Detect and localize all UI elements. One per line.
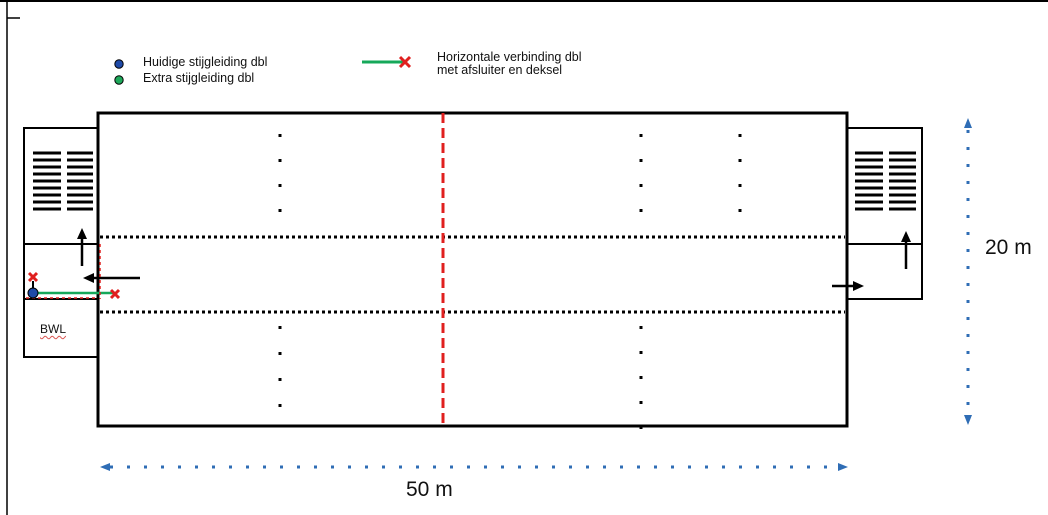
red-cross-icon <box>27 271 39 283</box>
blue-dot-icon <box>27 287 39 299</box>
stairs-icon <box>855 151 916 211</box>
partition-dots <box>278 134 742 440</box>
width-label: 20 m <box>985 236 1032 259</box>
length-label: 50 m <box>406 478 453 501</box>
legend-current-riser-label: Huidige stijgleiding dbl <box>143 55 268 69</box>
arrow-icon <box>832 281 864 291</box>
bwl-label: BWL <box>40 322 67 336</box>
legend-horizontal-label-1: Horizontale verbinding dbl <box>437 50 582 64</box>
legend-horizontal-label-2: met afsluiter en deksel <box>437 63 563 77</box>
stairs-icon <box>33 151 93 211</box>
green-dot-icon <box>114 75 124 85</box>
left-annex <box>23 127 99 358</box>
arrow-icon <box>83 273 140 283</box>
arrow-icon <box>77 228 87 266</box>
right-annex <box>846 127 923 300</box>
building-outline <box>96 111 849 428</box>
width-dimension-line <box>964 118 972 425</box>
blue-dot-icon <box>114 59 124 69</box>
green-line-red-cross-icon <box>362 55 412 69</box>
arrow-icon <box>901 231 911 269</box>
red-cross-icon <box>109 288 121 300</box>
length-dimension-line <box>100 463 848 471</box>
legend-extra-riser-label: Extra stijgleiding dbl <box>143 71 255 85</box>
